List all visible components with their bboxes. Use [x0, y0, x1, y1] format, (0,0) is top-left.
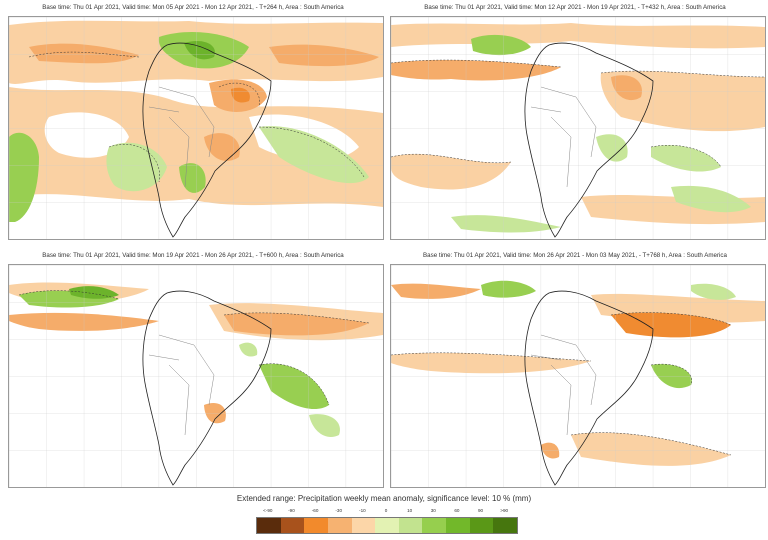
anomaly-map [9, 265, 383, 487]
panel-title: Base time: Thu 01 Apr 2021, Valid time: … [42, 4, 344, 11]
legend-swatch [493, 518, 518, 533]
legend-tick-label: 60 [454, 508, 460, 513]
legend-title: Extended range: Precipitation weekly mea… [236, 494, 532, 503]
legend-swatch [398, 518, 423, 533]
map-panel-1 [8, 16, 384, 240]
legend-swatch [257, 518, 281, 533]
anomaly-map [391, 17, 765, 239]
south-america-coastline [142, 42, 272, 238]
legend-swatch [446, 518, 470, 533]
anomaly-map [391, 265, 765, 487]
country-borders [530, 86, 597, 188]
south-america-coastline [524, 290, 654, 486]
legend-swatch [469, 518, 494, 533]
south-america-coastline [142, 290, 272, 486]
legend-tick-label: -10 [359, 508, 366, 513]
legend-swatch [327, 518, 352, 533]
legend-tick-label: 10 [407, 508, 413, 513]
legend-color-bar [256, 517, 518, 534]
legend-tick-label: -90 [288, 508, 295, 513]
forecast-panel-1: Base time: Thu 01 Apr 2021, Valid time: … [4, 2, 384, 240]
legend-tick-label: -60 [311, 508, 319, 513]
forecast-panel-2: Base time: Thu 01 Apr 2021, Valid time: … [386, 2, 766, 240]
map-panel-2 [390, 16, 766, 240]
panel-title: Base time: Thu 01 Apr 2021, Valid time: … [424, 4, 726, 11]
legend-swatch [280, 518, 305, 533]
legend-swatch [304, 518, 328, 533]
anomaly-map [9, 17, 383, 239]
color-legend: Extended range: Precipitation weekly mea… [0, 492, 768, 540]
map-panel-4 [390, 264, 766, 488]
legend-tick-label: 90 [477, 508, 484, 513]
legend-swatch [422, 518, 447, 533]
forecast-panel-3: Base time: Thu 01 Apr 2021, Valid time: … [4, 250, 384, 488]
significance-contours [18, 290, 370, 406]
map-panel-3 [8, 264, 384, 488]
significance-contours [391, 312, 732, 456]
panel-title: Base time: Thu 01 Apr 2021, Valid time: … [423, 252, 727, 259]
significance-contours [391, 59, 765, 168]
legend-tick-label: 30 [430, 508, 436, 513]
country-borders [148, 86, 215, 188]
legend-tick-label: -30 [335, 508, 343, 513]
forecast-panel-4: Base time: Thu 01 Apr 2021, Valid time: … [386, 250, 766, 488]
south-america-coastline [524, 42, 654, 238]
country-borders [148, 334, 215, 436]
country-borders [530, 334, 597, 436]
legend-tick-label: <-90 [263, 508, 273, 513]
legend-tick-label: 0 [384, 508, 388, 513]
legend-swatch [351, 518, 376, 533]
panel-title: Base time: Thu 01 Apr 2021, Valid time: … [42, 252, 344, 259]
legend-tick-label: >90 [500, 508, 509, 513]
legend-swatch [375, 518, 399, 533]
